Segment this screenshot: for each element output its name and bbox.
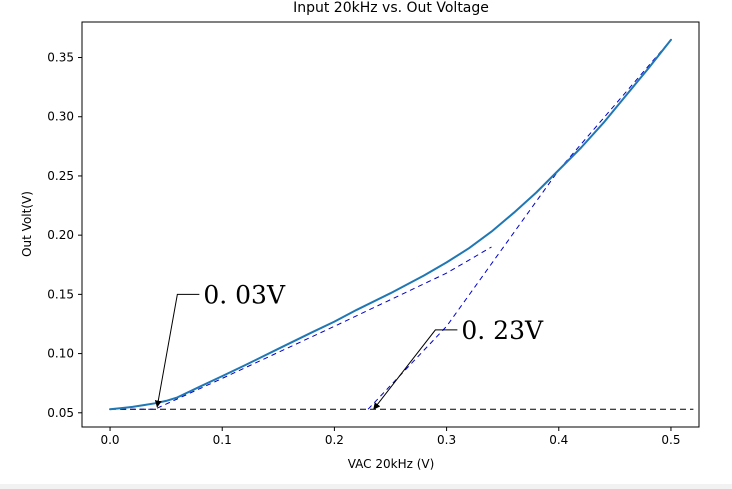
x-tick-label: 0.0 <box>100 433 119 447</box>
plot-frame <box>81 21 700 428</box>
x-tick-label: 0.3 <box>437 433 456 447</box>
annotation-arrow-0 <box>154 293 200 408</box>
x-tick-label: 0.1 <box>213 433 232 447</box>
chart-title: Input 20kHz vs. Out Voltage <box>293 0 489 16</box>
x-tick-label: 0.5 <box>661 433 680 447</box>
x-tick-label: 0.4 <box>549 433 568 447</box>
y-tick-label: 0.20 <box>47 228 74 242</box>
annotation-arrow-1 <box>373 329 458 410</box>
y-axis-label: Out Volt(V) <box>20 191 34 257</box>
annotation-label-1: 0. 23V <box>461 316 544 345</box>
reference-line-tangent-low <box>121 246 492 410</box>
y-tick-label: 0.30 <box>47 110 74 124</box>
x-axis-label: VAC 20kHz (V) <box>348 457 435 471</box>
series-line-0 <box>109 38 672 411</box>
footer-strip <box>0 484 732 489</box>
y-tick-label: 0.35 <box>47 51 74 65</box>
reference-line-tangent-high <box>367 39 672 410</box>
y-tick-label: 0.05 <box>47 406 74 420</box>
y-tick-label: 0.15 <box>47 287 74 301</box>
y-tick-label: 0.25 <box>47 169 74 183</box>
x-tick-label: 0.2 <box>325 433 344 447</box>
annotation-label-0: 0. 03V <box>203 280 286 309</box>
y-tick-label: 0.10 <box>47 347 74 361</box>
